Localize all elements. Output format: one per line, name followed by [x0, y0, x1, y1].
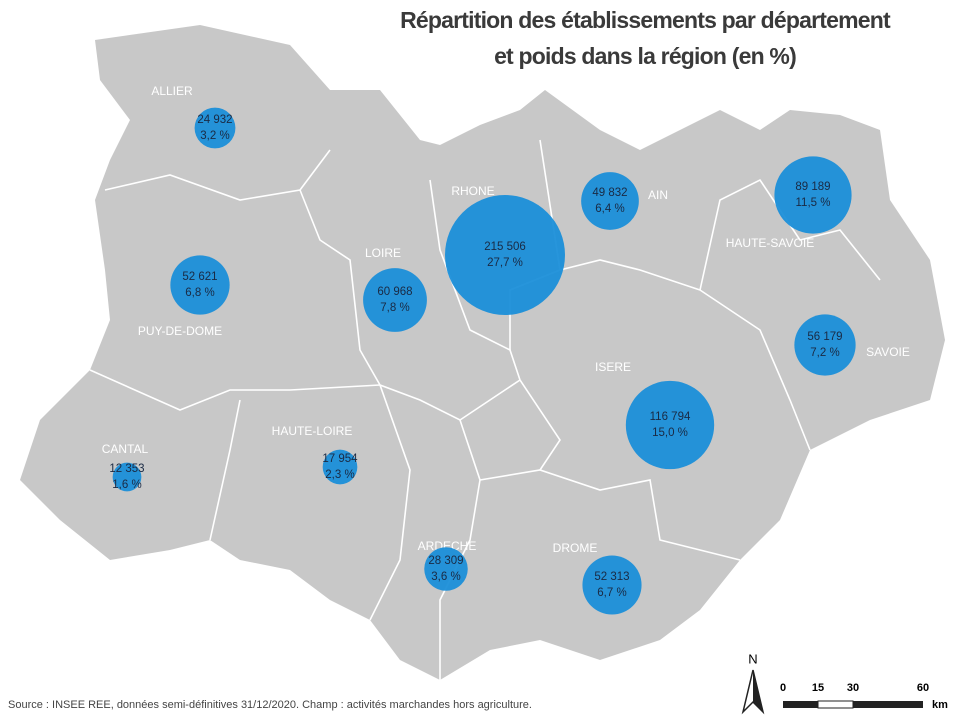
department-name: ALLIER	[151, 84, 193, 98]
share-label: 3,6 %	[431, 571, 460, 583]
scale-tick: 30	[847, 682, 859, 694]
title-line: et poids dans la région (en %)	[494, 43, 796, 69]
department-name: PUY-DE-DOME	[138, 324, 222, 338]
establishments-label: 52 313	[594, 571, 629, 583]
north-label: N	[748, 651, 757, 666]
share-label: 2,3 %	[325, 469, 354, 481]
department-name: HAUTE-SAVOIE	[726, 236, 814, 250]
share-label: 6,8 %	[185, 287, 214, 299]
department-name: RHONE	[451, 184, 494, 198]
department-name: SAVOIE	[866, 345, 910, 359]
establishments-label: 17 954	[322, 453, 358, 465]
share-label: 15,0 %	[652, 427, 688, 439]
establishments-label: 24 932	[197, 114, 232, 126]
establishments-label: 12 353	[109, 463, 144, 475]
share-label: 6,7 %	[597, 587, 626, 599]
share-label: 6,4 %	[595, 203, 624, 215]
department-name: DROME	[553, 541, 598, 555]
scale-segment	[783, 701, 818, 708]
share-label: 27,7 %	[487, 257, 523, 269]
scale-bar: N 0 15 30 60 km	[741, 651, 948, 715]
establishments-label: 215 506	[484, 241, 526, 253]
share-label: 3,2 %	[200, 130, 229, 142]
share-label: 7,8 %	[380, 302, 409, 314]
department-name: AIN	[648, 188, 668, 202]
proportional-circle	[322, 449, 358, 485]
establishments-label: 28 309	[428, 555, 463, 567]
region-shape	[20, 25, 945, 680]
establishments-label: 89 189	[795, 181, 830, 193]
scale-segment	[853, 701, 923, 708]
proportional-circle	[581, 172, 639, 230]
establishments-label: 52 621	[182, 271, 217, 283]
north-arrow-half	[753, 670, 763, 712]
scale-tick: 15	[812, 682, 824, 694]
scale-unit: km	[932, 699, 948, 711]
title-line: Répartition des établissements par dépar…	[400, 7, 891, 33]
proportional-circle	[774, 156, 852, 234]
establishments-label: 56 179	[807, 331, 842, 343]
scale-tick: 0	[780, 682, 786, 694]
share-label: 11,5 %	[796, 197, 831, 209]
department-name: CANTAL	[102, 442, 149, 456]
department-name: LOIRE	[365, 246, 401, 260]
proportional-circle	[424, 547, 468, 591]
proportional-circle	[170, 255, 230, 315]
scale-tick: 60	[917, 682, 929, 694]
proportional-circle	[794, 314, 856, 376]
proportional-circle	[582, 555, 642, 615]
share-label: 7,2 %	[810, 347, 839, 359]
department-name: HAUTE-LOIRE	[272, 424, 353, 438]
proportional-circle	[625, 380, 715, 470]
establishments-label: 49 832	[592, 187, 627, 199]
source: Source : INSEE REE, données semi-définit…	[8, 699, 532, 711]
proportional-circle	[194, 107, 236, 149]
establishments-label: 116 794	[650, 411, 691, 423]
scale-segment	[817, 700, 854, 709]
establishments-label: 60 968	[377, 286, 412, 298]
share-label: 1,6 %	[112, 479, 141, 491]
department-name: ISERE	[595, 360, 631, 374]
proportional-circle	[112, 462, 142, 492]
proportional-circle	[363, 268, 427, 332]
department-name: ARDECHE	[418, 539, 477, 553]
proportional-circle	[445, 195, 565, 315]
